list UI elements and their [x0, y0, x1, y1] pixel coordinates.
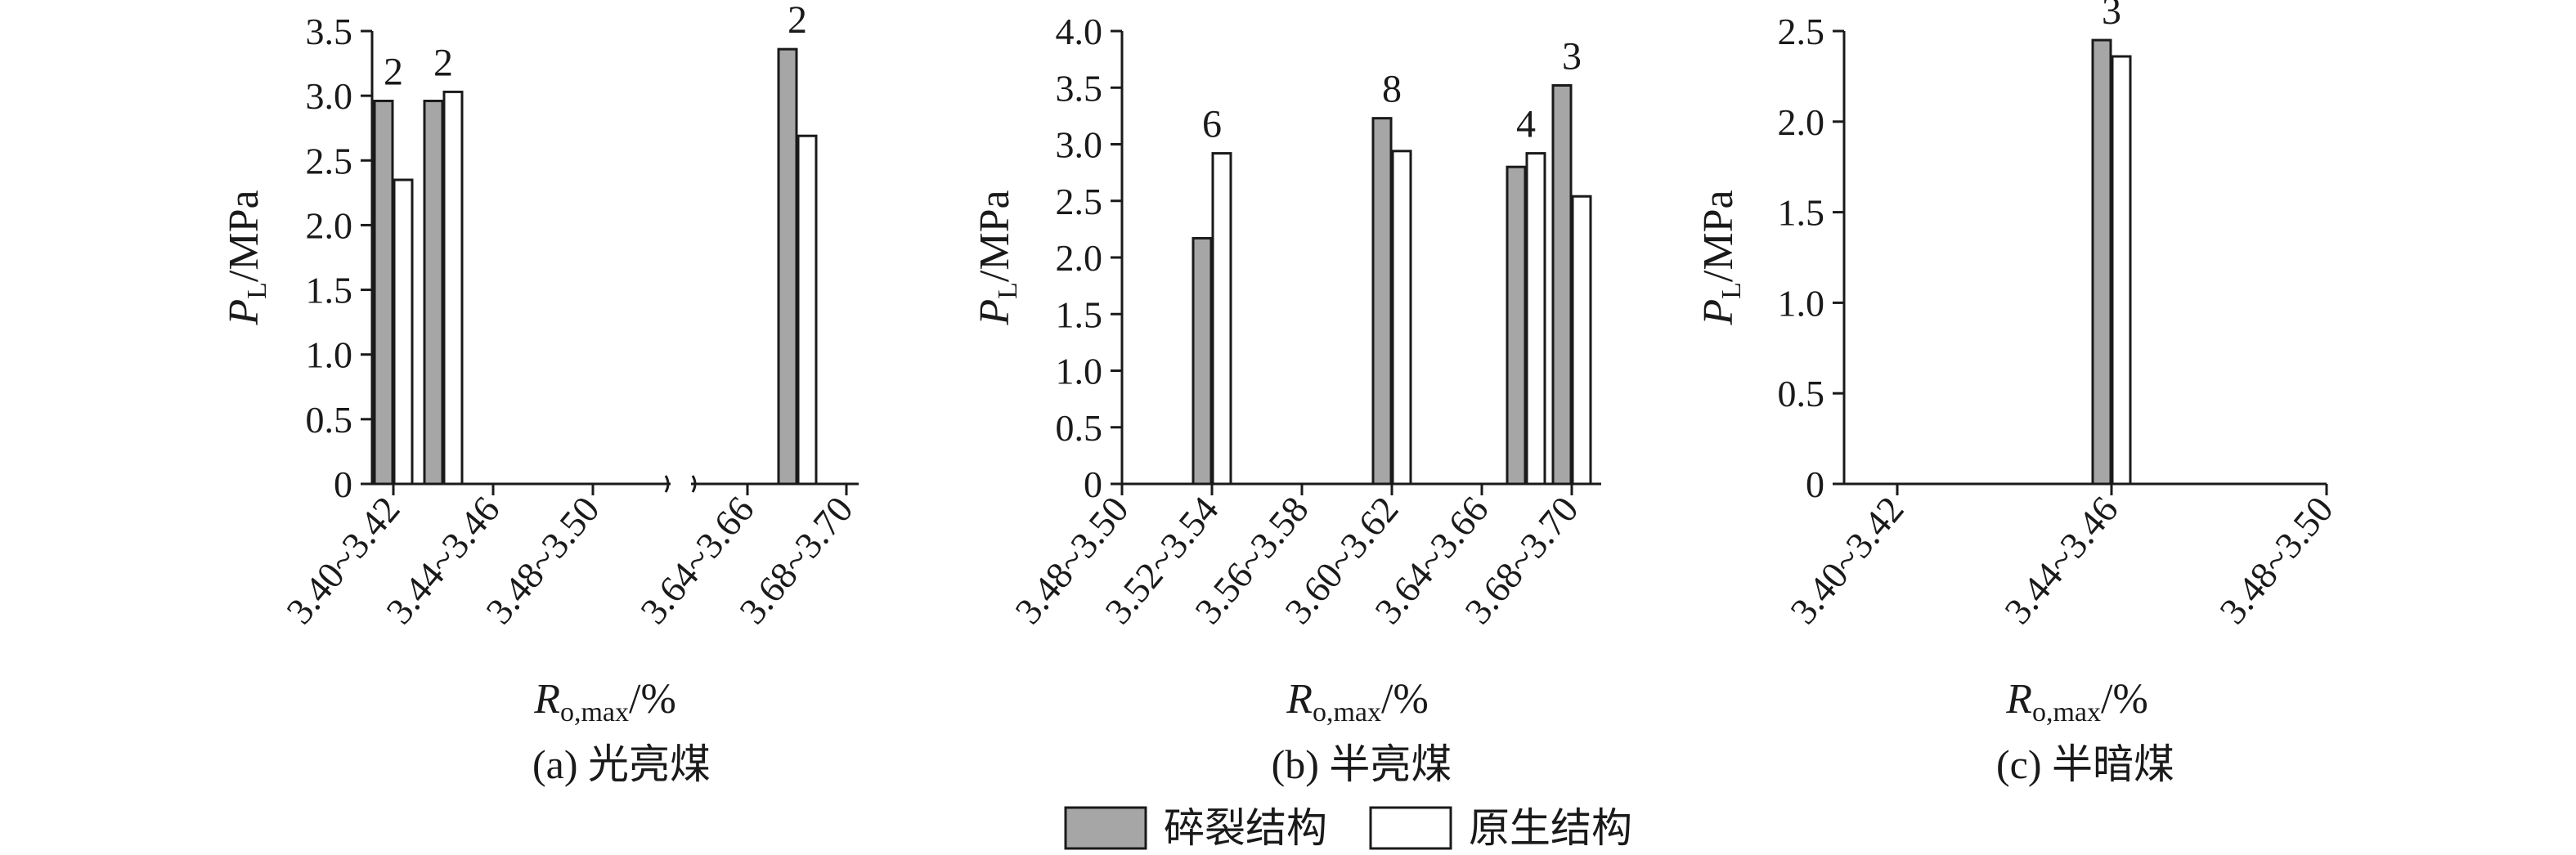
- y-axis-label: PL/MPa: [221, 190, 272, 325]
- bar-fractured: [1551, 83, 1573, 486]
- sample-count-label: 3: [2102, 0, 2121, 33]
- axis-break-mark-right: [691, 475, 697, 493]
- bar-primary: [2111, 55, 2132, 486]
- y-tick-label: 0: [1084, 463, 1102, 505]
- x-tick-label: 3.48~3.50: [2211, 489, 2341, 632]
- y-tick-label: 0.5: [1778, 373, 1825, 414]
- y-tick-label: 0: [1806, 463, 1824, 505]
- y-tick-label: 0: [334, 463, 352, 505]
- y-tick-label: 2.0: [306, 204, 353, 246]
- x-tick-label: 3.40~3.42: [1782, 489, 1912, 632]
- y-tick-label: 1.5: [1056, 293, 1103, 335]
- bar-fractured: [373, 99, 394, 486]
- y-axis-label: PL/MPa: [972, 190, 1023, 325]
- bar-fractured: [2091, 38, 2112, 486]
- y-tick-label: 3.0: [306, 75, 353, 117]
- bar-primary: [393, 178, 414, 486]
- panel-b-semi-bright-coal: 00.51.01.52.02.53.03.54.03.48~3.503.52~3…: [972, 11, 1601, 787]
- y-tick-label: 2.0: [1056, 237, 1103, 279]
- bar-fractured: [1506, 165, 1527, 486]
- bar-primary: [1211, 152, 1232, 486]
- bar-fractured: [1371, 117, 1393, 486]
- legend-swatch-primary: [1369, 806, 1452, 850]
- bar-fractured: [777, 47, 798, 486]
- sample-count-label: 3: [1562, 34, 1582, 78]
- y-tick-label: 0.5: [1056, 407, 1103, 449]
- x-axis-label: Ro,max/%: [533, 676, 676, 727]
- y-tick-label: 0.5: [306, 399, 353, 441]
- y-tick-label: 3.0: [1056, 124, 1103, 166]
- x-tick-label: 3.44~3.46: [1996, 489, 2126, 632]
- bar-primary: [797, 134, 818, 486]
- sample-count-label: 2: [384, 50, 403, 93]
- legend-label-primary: 原生结构: [1469, 805, 1632, 851]
- sample-count-label: 4: [1516, 103, 1536, 146]
- bar-primary: [442, 90, 464, 486]
- legend-label-fractured: 碎裂结构: [1164, 805, 1327, 851]
- bar-primary: [1391, 150, 1412, 486]
- sample-count-label: 8: [1382, 68, 1402, 111]
- y-tick-label: 2.5: [1056, 181, 1103, 222]
- panel-a-bright-coal: 00.51.01.52.02.53.03.53.40~3.423.44~3.46…: [221, 0, 861, 787]
- y-tick-label: 4.0: [1056, 11, 1103, 52]
- axis-break-mark-left: [664, 475, 670, 493]
- y-tick-label: 3.5: [306, 11, 353, 52]
- bar-primary: [1525, 152, 1546, 486]
- panel-caption: (b) 半亮煤: [1272, 741, 1452, 787]
- x-axis-label: Ro,max/%: [1286, 676, 1429, 727]
- y-tick-label: 2.5: [1778, 11, 1825, 52]
- sample-count-label: 6: [1202, 103, 1222, 146]
- legend-swatch-fractured: [1064, 806, 1147, 850]
- legend: 碎裂结构 原生结构: [1064, 805, 1632, 851]
- y-tick-label: 3.5: [1056, 67, 1103, 109]
- sample-count-label: 2: [433, 41, 453, 84]
- y-tick-label: 1.0: [1778, 282, 1825, 324]
- bar-primary: [1571, 195, 1592, 486]
- x-axis-label: Ro,max/%: [2005, 676, 2148, 727]
- panel-c-semi-dark-coal: 0 0.5 1.0 1.5 2.0 2.5 3.40~3.42 3.44~3.46 3.48~3…: [1695, 0, 2341, 787]
- y-axis-label: PL/MPa: [1695, 190, 1747, 325]
- panel-caption: (c) 半暗煤: [1996, 741, 2174, 787]
- bar-fractured: [423, 99, 444, 486]
- bar-fractured: [1192, 236, 1213, 486]
- panel-caption: (a) 光亮煤: [532, 741, 711, 787]
- y-tick-label: 1.0: [306, 334, 353, 376]
- y-tick-label: 1.5: [306, 270, 353, 311]
- y-tick-label: 1.5: [1778, 192, 1825, 234]
- y-tick-label: 2.0: [1778, 101, 1825, 143]
- sample-count-label: 2: [788, 0, 807, 42]
- y-tick-label: 1.0: [1056, 351, 1103, 392]
- y-tick-label: 2.5: [306, 140, 353, 181]
